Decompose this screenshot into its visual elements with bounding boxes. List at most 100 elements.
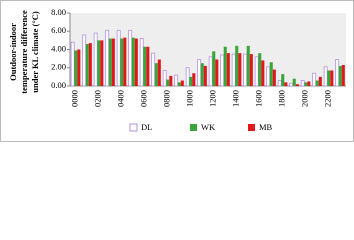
- bar: [258, 53, 262, 86]
- x-tick-label: 0200: [93, 90, 103, 107]
- bar: [88, 43, 92, 86]
- bar: [304, 82, 308, 86]
- bar: [246, 45, 250, 86]
- bar: [292, 78, 296, 86]
- bar: [269, 62, 273, 86]
- legend-label: MB: [259, 122, 273, 132]
- bar: [177, 82, 181, 86]
- legend-swatch: [190, 124, 197, 131]
- bar: [307, 81, 311, 86]
- bar: [238, 53, 242, 86]
- bar: [189, 76, 193, 86]
- bar: [100, 40, 104, 86]
- bar: [116, 29, 121, 87]
- bar: [220, 54, 225, 87]
- bar: [128, 29, 133, 87]
- x-tick-label: 2200: [323, 90, 333, 107]
- bar: [266, 66, 271, 87]
- legend-label: DL: [141, 122, 152, 132]
- x-tick-label: 0400: [116, 90, 126, 107]
- x-tick-label: 1400: [231, 90, 241, 107]
- bar: [338, 65, 342, 86]
- bar: [166, 79, 170, 86]
- bar: [249, 54, 253, 86]
- bar: [243, 53, 248, 87]
- bar: [97, 40, 101, 86]
- bar: [277, 80, 282, 87]
- legend-label: WK: [201, 122, 216, 132]
- bar: [300, 80, 305, 87]
- x-tick-label: 0000: [70, 90, 80, 107]
- x-tick-label: 1800: [277, 90, 287, 107]
- x-tick-label: 1600: [254, 90, 264, 107]
- bar: [123, 37, 127, 86]
- bar: [197, 59, 202, 87]
- bar: [169, 75, 173, 86]
- bar: [272, 69, 276, 86]
- y-axis-label: under KL climate (°C): [30, 11, 40, 93]
- bar: [295, 84, 299, 86]
- bar: [261, 60, 265, 86]
- y-tick-label: 4.00: [51, 43, 66, 53]
- bar: [74, 50, 78, 86]
- bar: [203, 65, 207, 86]
- bar: [70, 41, 75, 87]
- bar: [77, 49, 81, 86]
- bar: [143, 46, 147, 86]
- bar: [108, 38, 112, 86]
- bar: [105, 29, 110, 87]
- bar: [120, 38, 124, 86]
- bar: [174, 74, 179, 87]
- bar: [323, 66, 328, 87]
- x-tick-label: 0600: [139, 90, 149, 107]
- bar: [312, 72, 317, 87]
- bar: [185, 67, 190, 87]
- bar: [289, 82, 294, 87]
- bar: [330, 70, 334, 86]
- bar: [341, 65, 345, 86]
- y-tick-label: 8.00: [51, 7, 66, 17]
- bar: [146, 46, 150, 86]
- bar: [151, 52, 156, 87]
- y-tick-label: 2.00: [51, 62, 66, 72]
- legend-swatch: [248, 124, 255, 131]
- x-tick-label: 1200: [208, 90, 218, 107]
- bar: [281, 74, 285, 86]
- bar: [284, 82, 288, 86]
- bar: [200, 63, 204, 86]
- bar: [134, 38, 138, 86]
- y-tick-label: 0.00: [51, 80, 66, 90]
- bar: [93, 32, 98, 87]
- x-tick-label: 2000: [300, 90, 310, 107]
- bar: [327, 70, 331, 86]
- bar: [212, 51, 216, 86]
- bar: [157, 59, 161, 86]
- x-tick-label: 1000: [185, 90, 195, 107]
- bar: [223, 46, 227, 86]
- bar: [231, 53, 236, 87]
- bar: [111, 38, 115, 86]
- legend-swatch: [129, 123, 138, 132]
- y-axis-label: temperature difference: [19, 10, 29, 94]
- bar: [192, 73, 196, 86]
- bar: [82, 34, 87, 87]
- bar: [254, 56, 259, 87]
- bar: [139, 38, 144, 87]
- bar: [208, 56, 213, 87]
- bar: [131, 37, 135, 86]
- bar: [180, 80, 184, 86]
- bar: [226, 53, 230, 86]
- bar: [85, 44, 89, 86]
- x-tick-label: 0800: [162, 90, 172, 107]
- bar: [315, 80, 319, 86]
- bar: [162, 70, 167, 87]
- bar: [215, 59, 219, 86]
- plot-area: [70, 13, 346, 86]
- bar: [154, 63, 158, 86]
- chart: Outdoor-indoor temperature difference un…: [0, 0, 354, 142]
- bar: [318, 76, 322, 86]
- y-tick-label: 6.00: [51, 25, 66, 35]
- bar: [335, 59, 340, 87]
- bar: [235, 45, 239, 86]
- y-axis-label: Outdoor-indoor: [8, 23, 18, 81]
